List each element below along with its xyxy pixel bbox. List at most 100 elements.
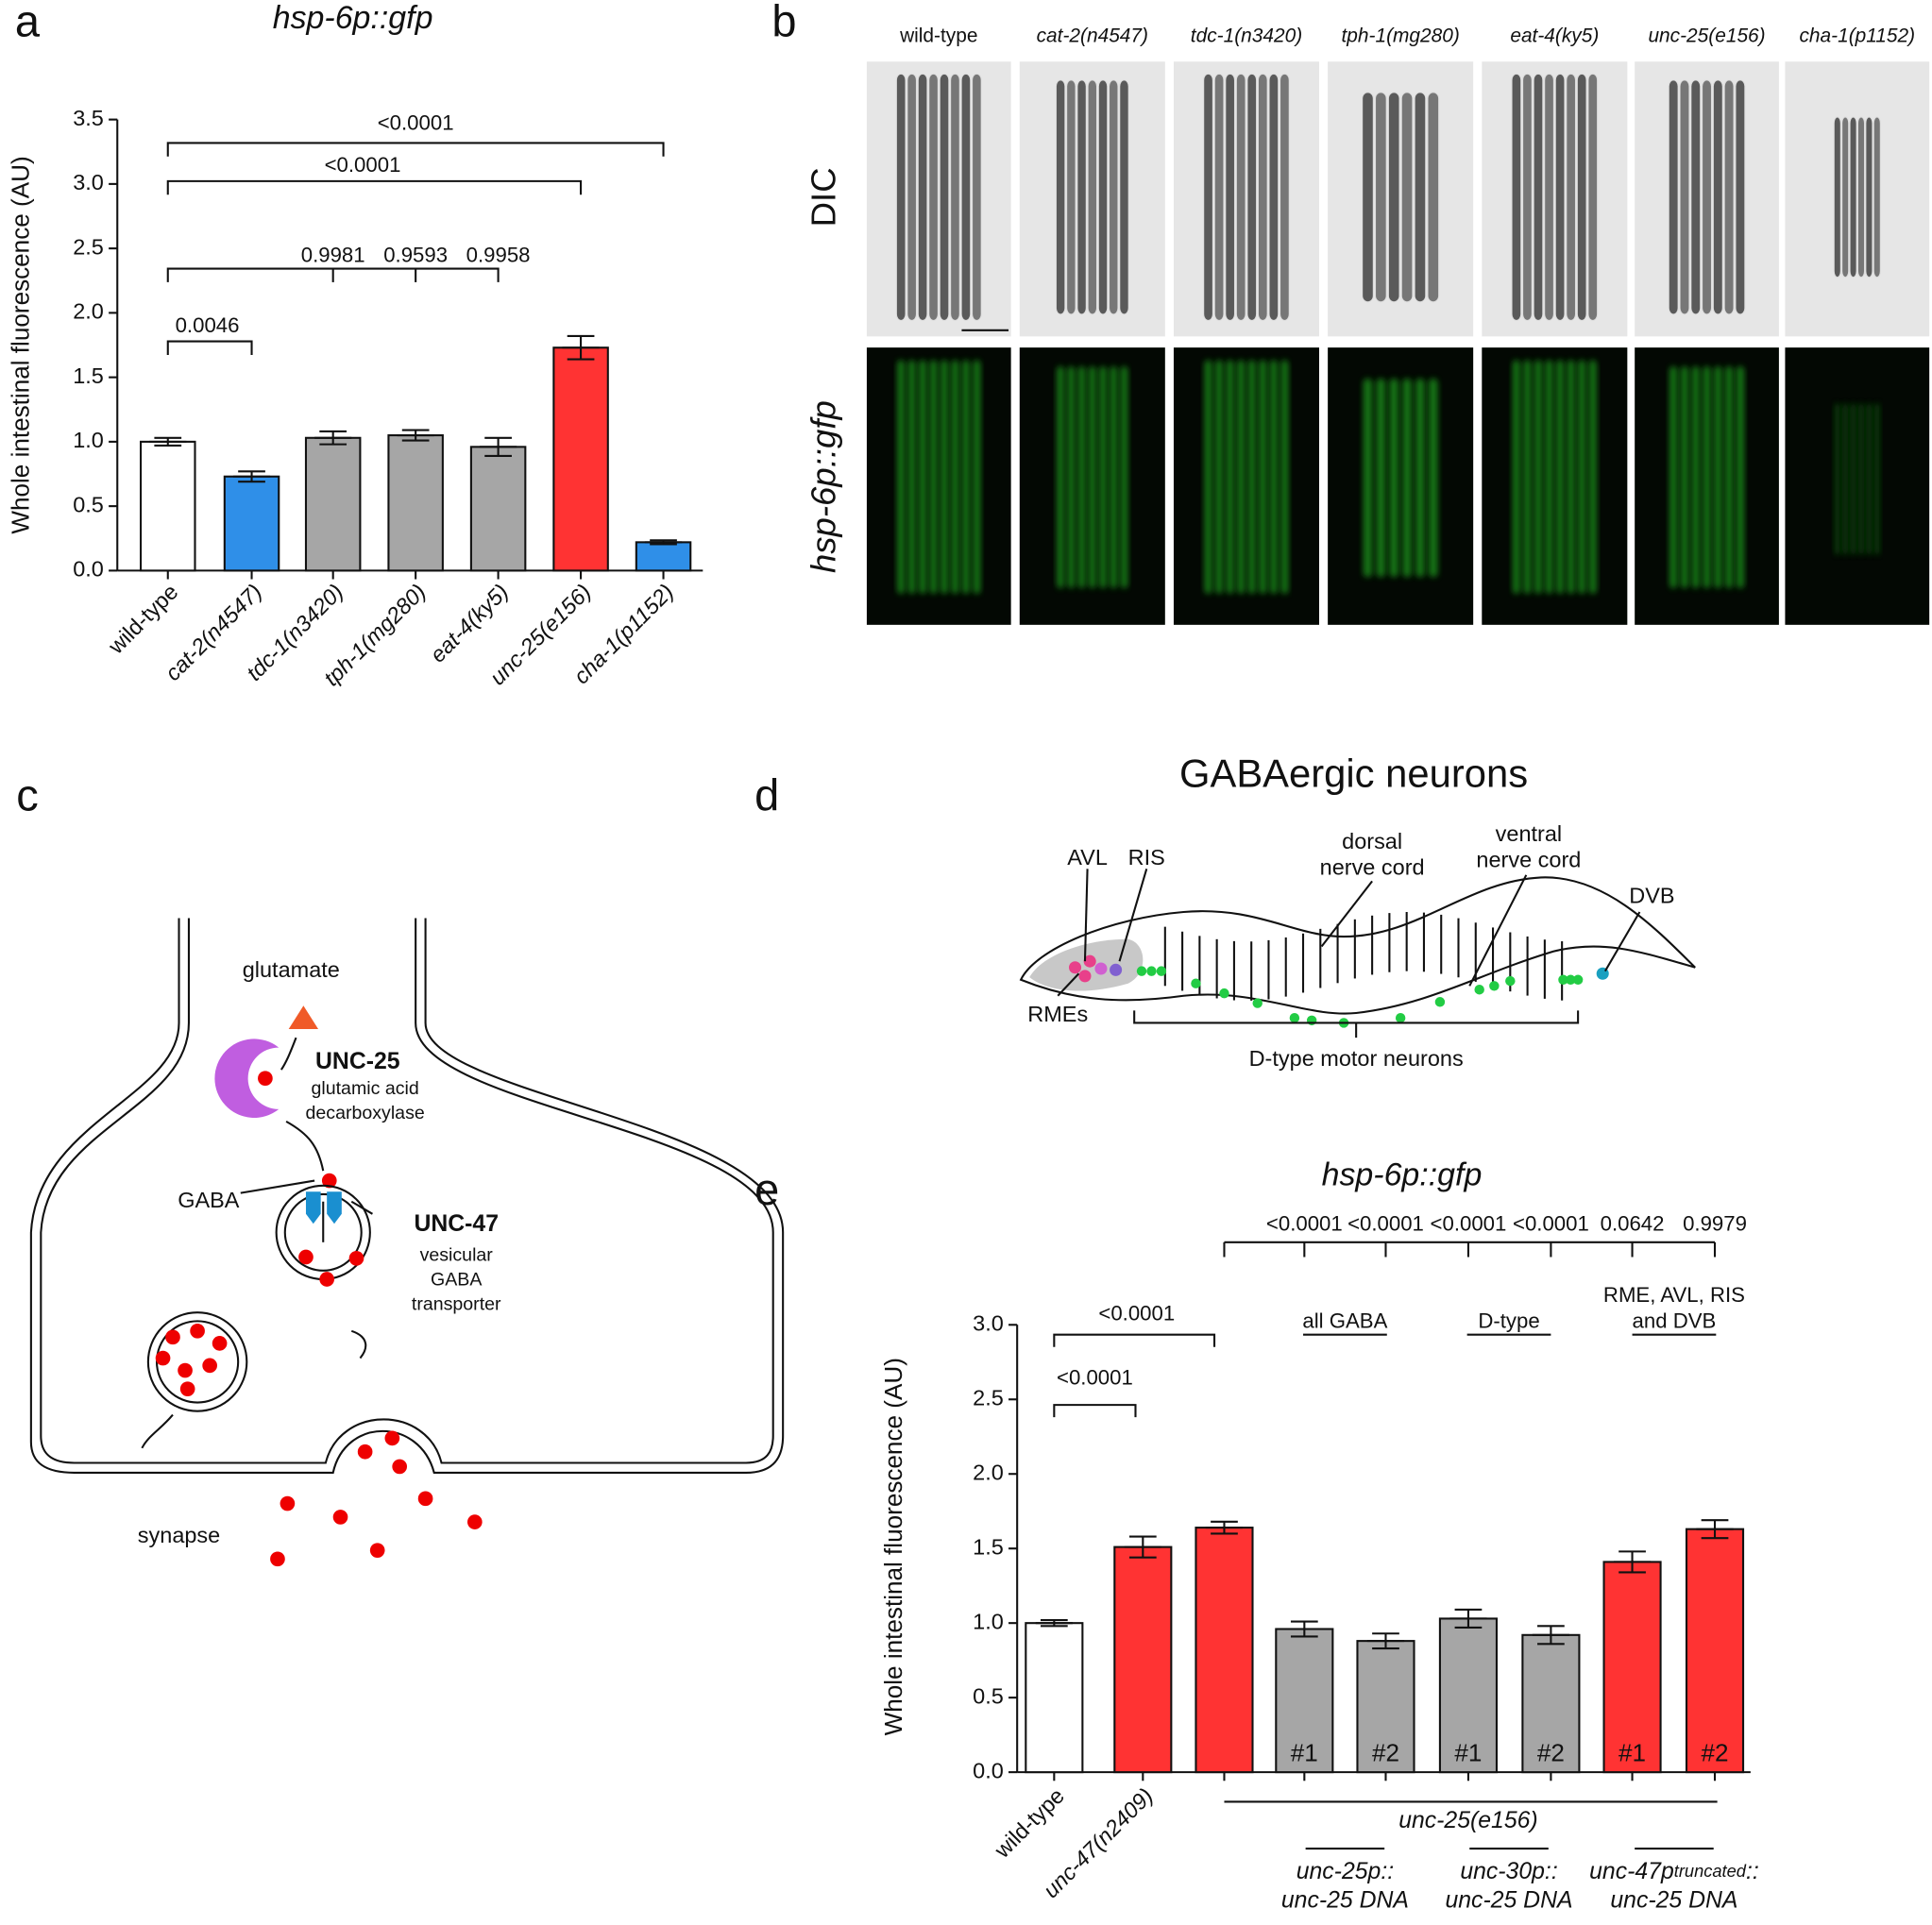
column-label: wild-type (899, 25, 977, 47)
enzyme (214, 1038, 280, 1118)
construct-part: unc-30p:: (1460, 1858, 1557, 1883)
construct-label: unc-25p:: (1296, 1858, 1394, 1883)
gfp-worm (1873, 402, 1880, 556)
gfp-worm (1428, 378, 1438, 578)
gaba-dot (392, 1459, 408, 1475)
panel-letter: d (754, 769, 779, 819)
column-label: tdc-1(n3420) (1191, 25, 1302, 47)
neuron-outline (29, 918, 785, 1474)
gfp-worm (1067, 365, 1076, 589)
worm (1387, 92, 1400, 303)
worm (1566, 73, 1577, 321)
gaba-dot (321, 1173, 337, 1189)
construct-part: :: (1746, 1858, 1759, 1883)
gfp-image (1785, 347, 1930, 625)
dic-image (1328, 61, 1474, 337)
region-label: RME, AVL, RIS (1603, 1283, 1745, 1307)
pointer (1320, 880, 1373, 948)
gfp-image (1482, 347, 1628, 625)
worm (1856, 116, 1866, 279)
neuron-cell (1068, 961, 1082, 974)
gaba-dot (202, 1358, 217, 1374)
label: D-type motor neurons (1249, 1046, 1464, 1071)
gfp-worm (1057, 365, 1065, 589)
gfp-worm (1523, 360, 1532, 595)
bar (1025, 1622, 1084, 1774)
p-value: <0.0001 (1513, 1211, 1589, 1235)
gfp-worm (1099, 365, 1107, 589)
y-tick-label: 2.5 (73, 234, 104, 259)
worm (1213, 73, 1225, 321)
vesicle (283, 1192, 363, 1272)
gfp-image (866, 347, 1011, 625)
worm (1362, 92, 1374, 303)
bar (387, 434, 444, 572)
construct-part: unc-25p:: (1296, 1858, 1394, 1883)
neuron-outline (40, 918, 774, 1464)
worm (1841, 116, 1850, 279)
transporter (327, 1191, 342, 1224)
dic-image (1482, 61, 1628, 337)
worm (1587, 73, 1599, 321)
gaba-dot (178, 1362, 193, 1378)
neuron-cell (1083, 954, 1096, 968)
gfp-worm (1866, 402, 1873, 556)
worm-body (1019, 876, 1696, 1015)
worm (1833, 116, 1841, 279)
worm (1375, 92, 1387, 303)
x-tick-label: wild-type (989, 1783, 1069, 1864)
p-value: <0.0001 (1098, 1302, 1175, 1326)
gfp-worm (919, 360, 927, 595)
p-value: <0.0001 (1266, 1211, 1343, 1235)
pointer (1468, 874, 1528, 987)
worm (1097, 79, 1109, 315)
neuron-cell (1191, 978, 1201, 988)
gaba-dot (190, 1323, 205, 1339)
worm (1690, 79, 1702, 315)
gaba-dot (179, 1381, 195, 1396)
transporter (305, 1191, 321, 1224)
gaba-dot (466, 1514, 483, 1529)
glutamate (288, 1005, 319, 1029)
gfp-worm (1363, 378, 1373, 578)
bar-label: #1 (1291, 1739, 1318, 1767)
gaba-dot (165, 1329, 180, 1345)
worm (939, 73, 950, 321)
bracket (166, 179, 583, 195)
label: vesicular (420, 1244, 494, 1265)
worm (1712, 79, 1723, 315)
pointer (240, 1179, 315, 1194)
gfp-worm (1077, 365, 1086, 589)
label: AVL (1067, 845, 1108, 870)
bar (223, 475, 280, 572)
neuron-cell (1434, 997, 1446, 1007)
neuron-cell (1566, 974, 1576, 985)
worm (1280, 73, 1290, 321)
gfp-worm (961, 360, 970, 595)
bracket (166, 340, 253, 355)
worm (1668, 79, 1679, 315)
label: synapse (138, 1523, 220, 1547)
neuron-cell (1219, 988, 1229, 999)
worm (895, 73, 907, 321)
gfp-worm (1736, 365, 1745, 589)
label: DVB (1629, 884, 1674, 908)
arrow (141, 1413, 174, 1449)
gaba-dot (357, 1444, 373, 1460)
dic-image (1173, 61, 1319, 337)
worm (1554, 73, 1566, 321)
p-value: <0.0001 (1347, 1211, 1424, 1235)
worm (1400, 92, 1414, 303)
gfp-worm (1215, 360, 1224, 595)
gfp-worm (1120, 365, 1128, 589)
arrow (285, 1120, 325, 1172)
gaba-dot (280, 1495, 296, 1511)
arrow (280, 1037, 297, 1071)
worm (1225, 73, 1236, 321)
gfp-worm (1512, 360, 1520, 595)
pointer (1603, 911, 1641, 972)
gaba-dot (319, 1272, 334, 1287)
worm (1849, 116, 1857, 279)
construct-part: truncated (1674, 1861, 1747, 1881)
p-value: 0.0642 (1601, 1211, 1665, 1235)
